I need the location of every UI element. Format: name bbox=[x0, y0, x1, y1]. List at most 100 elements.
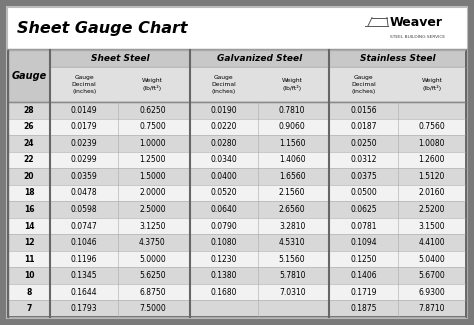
Bar bbox=[8, 185, 466, 201]
Text: 0.0220: 0.0220 bbox=[210, 122, 237, 131]
Text: 0.0340: 0.0340 bbox=[210, 155, 237, 164]
Bar bbox=[8, 251, 466, 267]
Text: 6.8750: 6.8750 bbox=[139, 288, 166, 297]
Text: 0.7560: 0.7560 bbox=[419, 122, 445, 131]
Text: 0.0299: 0.0299 bbox=[71, 155, 98, 164]
Text: 0.0625: 0.0625 bbox=[350, 205, 377, 214]
Text: 10: 10 bbox=[24, 271, 34, 280]
Text: 0.0500: 0.0500 bbox=[350, 188, 377, 198]
Text: 0.1644: 0.1644 bbox=[71, 288, 98, 297]
Text: 7.0310: 7.0310 bbox=[279, 288, 305, 297]
Text: 26: 26 bbox=[24, 122, 34, 131]
Text: Sheet Steel: Sheet Steel bbox=[91, 54, 149, 63]
Text: 16: 16 bbox=[24, 205, 34, 214]
Text: 7.8710: 7.8710 bbox=[419, 304, 445, 313]
Bar bbox=[329, 67, 466, 102]
Text: 0.0179: 0.0179 bbox=[71, 122, 98, 131]
Bar bbox=[8, 102, 466, 119]
Text: 1.2600: 1.2600 bbox=[419, 155, 445, 164]
Bar bbox=[8, 218, 466, 234]
Text: Gauge
Decimal
(inches): Gauge Decimal (inches) bbox=[351, 75, 376, 94]
Text: 0.0640: 0.0640 bbox=[210, 205, 237, 214]
Text: 0.0280: 0.0280 bbox=[210, 139, 237, 148]
Text: 0.0400: 0.0400 bbox=[210, 172, 237, 181]
Text: 2.1560: 2.1560 bbox=[279, 188, 305, 198]
Text: 0.1345: 0.1345 bbox=[71, 271, 98, 280]
Text: 3.2810: 3.2810 bbox=[279, 222, 305, 230]
Text: 4.5310: 4.5310 bbox=[279, 238, 305, 247]
Bar bbox=[8, 168, 466, 185]
Text: 0.0190: 0.0190 bbox=[210, 106, 237, 115]
Text: 0.9060: 0.9060 bbox=[279, 122, 306, 131]
Text: 1.5120: 1.5120 bbox=[419, 172, 445, 181]
Bar bbox=[8, 152, 466, 168]
Text: 7: 7 bbox=[27, 304, 32, 313]
Text: 1.0080: 1.0080 bbox=[419, 139, 445, 148]
Text: 4.3750: 4.3750 bbox=[139, 238, 166, 247]
Bar bbox=[190, 50, 329, 67]
Bar bbox=[8, 119, 466, 135]
Bar bbox=[8, 201, 466, 218]
Text: 0.1080: 0.1080 bbox=[210, 238, 237, 247]
Text: 1.6560: 1.6560 bbox=[279, 172, 305, 181]
Text: 22: 22 bbox=[24, 155, 34, 164]
Text: Weight
(lb/ft²): Weight (lb/ft²) bbox=[421, 78, 442, 91]
Bar bbox=[8, 50, 466, 317]
Text: 0.0312: 0.0312 bbox=[350, 155, 377, 164]
Text: 1.4060: 1.4060 bbox=[279, 155, 305, 164]
Text: 0.1380: 0.1380 bbox=[210, 271, 237, 280]
Text: Weight
(lb/ft²): Weight (lb/ft²) bbox=[282, 78, 303, 91]
Text: 5.1560: 5.1560 bbox=[279, 254, 305, 264]
Text: 0.1094: 0.1094 bbox=[350, 238, 377, 247]
Text: 0.7500: 0.7500 bbox=[139, 122, 166, 131]
Text: 20: 20 bbox=[24, 172, 34, 181]
Text: 0.1793: 0.1793 bbox=[71, 304, 98, 313]
Text: 0.0187: 0.0187 bbox=[350, 122, 377, 131]
Text: 0.1406: 0.1406 bbox=[350, 271, 377, 280]
Text: 0.0149: 0.0149 bbox=[71, 106, 98, 115]
Text: 0.0156: 0.0156 bbox=[350, 106, 377, 115]
Text: Galvanized Steel: Galvanized Steel bbox=[217, 54, 302, 63]
Bar bbox=[190, 67, 329, 102]
Text: 0.0478: 0.0478 bbox=[71, 188, 98, 198]
Text: 0.1196: 0.1196 bbox=[71, 254, 98, 264]
Text: 1.0000: 1.0000 bbox=[139, 139, 166, 148]
Text: 18: 18 bbox=[24, 188, 34, 198]
Text: 14: 14 bbox=[24, 222, 34, 230]
Bar bbox=[8, 300, 466, 317]
Text: Gauge
Decimal
(inches): Gauge Decimal (inches) bbox=[72, 75, 97, 94]
Text: 0.0790: 0.0790 bbox=[210, 222, 237, 230]
Text: 0.0747: 0.0747 bbox=[71, 222, 98, 230]
Text: 24: 24 bbox=[24, 139, 34, 148]
Text: 0.6250: 0.6250 bbox=[139, 106, 166, 115]
Text: 0.1875: 0.1875 bbox=[350, 304, 377, 313]
Text: Stainless Steel: Stainless Steel bbox=[360, 54, 436, 63]
Text: 5.6700: 5.6700 bbox=[419, 271, 445, 280]
Text: 2.5200: 2.5200 bbox=[419, 205, 445, 214]
Bar bbox=[8, 50, 50, 102]
Text: 0.0781: 0.0781 bbox=[350, 222, 377, 230]
Text: 3.1250: 3.1250 bbox=[139, 222, 166, 230]
Text: 0.0520: 0.0520 bbox=[210, 188, 237, 198]
Text: 7.5000: 7.5000 bbox=[139, 304, 166, 313]
Text: 0.1680: 0.1680 bbox=[210, 288, 237, 297]
Text: 1.1560: 1.1560 bbox=[279, 139, 305, 148]
Text: 2.0000: 2.0000 bbox=[139, 188, 166, 198]
Text: 5.7810: 5.7810 bbox=[279, 271, 305, 280]
Bar bbox=[8, 284, 466, 300]
Text: Sheet Gauge Chart: Sheet Gauge Chart bbox=[17, 20, 188, 35]
Text: Weaver: Weaver bbox=[390, 17, 443, 30]
Text: 0.1250: 0.1250 bbox=[350, 254, 377, 264]
Text: 2.6560: 2.6560 bbox=[279, 205, 305, 214]
Text: 5.0400: 5.0400 bbox=[419, 254, 445, 264]
Text: 0.1719: 0.1719 bbox=[350, 288, 377, 297]
Text: 11: 11 bbox=[24, 254, 34, 264]
Text: 0.0598: 0.0598 bbox=[71, 205, 98, 214]
Text: Gauge
Decimal
(inches): Gauge Decimal (inches) bbox=[211, 75, 236, 94]
Bar bbox=[50, 67, 190, 102]
Text: 8: 8 bbox=[27, 288, 32, 297]
Text: 5.6250: 5.6250 bbox=[139, 271, 166, 280]
Bar bbox=[8, 267, 466, 284]
Text: STEEL BUILDING SERVICE: STEEL BUILDING SERVICE bbox=[390, 35, 445, 39]
Text: 4.4100: 4.4100 bbox=[419, 238, 445, 247]
